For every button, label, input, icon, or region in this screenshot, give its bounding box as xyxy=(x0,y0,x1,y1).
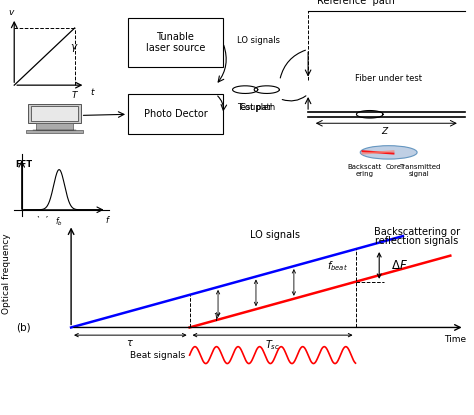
Text: Backscatt
ering: Backscatt ering xyxy=(348,164,382,177)
Text: Tunable
laser source: Tunable laser source xyxy=(146,32,205,54)
Text: $T_{sc}$: $T_{sc}$ xyxy=(265,338,280,352)
Text: LO signals: LO signals xyxy=(250,230,300,240)
Text: Coupler: Coupler xyxy=(239,103,273,112)
Text: LO signals: LO signals xyxy=(237,36,280,45)
Text: Photo Dector: Photo Dector xyxy=(144,109,207,119)
Text: FFT: FFT xyxy=(16,160,33,168)
FancyBboxPatch shape xyxy=(26,130,83,133)
Text: Fiber under test: Fiber under test xyxy=(355,74,422,83)
Text: reflection signals: reflection signals xyxy=(375,237,459,247)
FancyBboxPatch shape xyxy=(128,18,223,67)
Text: Test path: Test path xyxy=(237,103,275,112)
Text: Reference  path: Reference path xyxy=(317,0,394,5)
Text: $f_b$: $f_b$ xyxy=(55,216,63,228)
Ellipse shape xyxy=(360,146,417,159)
FancyBboxPatch shape xyxy=(128,94,223,134)
Text: $\gamma$: $\gamma$ xyxy=(70,42,78,54)
Text: $\gamma$: $\gamma$ xyxy=(213,311,222,323)
Text: (a): (a) xyxy=(36,208,50,218)
FancyBboxPatch shape xyxy=(36,123,73,130)
FancyBboxPatch shape xyxy=(28,104,81,123)
Text: $f$: $f$ xyxy=(105,214,111,225)
Text: T: T xyxy=(72,91,77,100)
Text: Backscattering or: Backscattering or xyxy=(374,227,460,237)
Text: Core: Core xyxy=(385,164,401,170)
Text: $f_{beat}$: $f_{beat}$ xyxy=(327,259,348,273)
Text: Time: Time xyxy=(444,335,466,344)
Text: Optical frequency: Optical frequency xyxy=(2,233,11,314)
Text: (b): (b) xyxy=(17,322,31,332)
Text: Beat signals: Beat signals xyxy=(129,352,185,360)
Text: Z: Z xyxy=(381,127,387,136)
Text: Transmitted
signal: Transmitted signal xyxy=(399,164,440,177)
Text: $\tau$: $\tau$ xyxy=(127,338,134,348)
Text: $t$: $t$ xyxy=(90,86,96,97)
Text: $v$: $v$ xyxy=(8,8,16,17)
FancyBboxPatch shape xyxy=(31,106,78,121)
Text: $\Delta F$: $\Delta F$ xyxy=(391,259,408,272)
